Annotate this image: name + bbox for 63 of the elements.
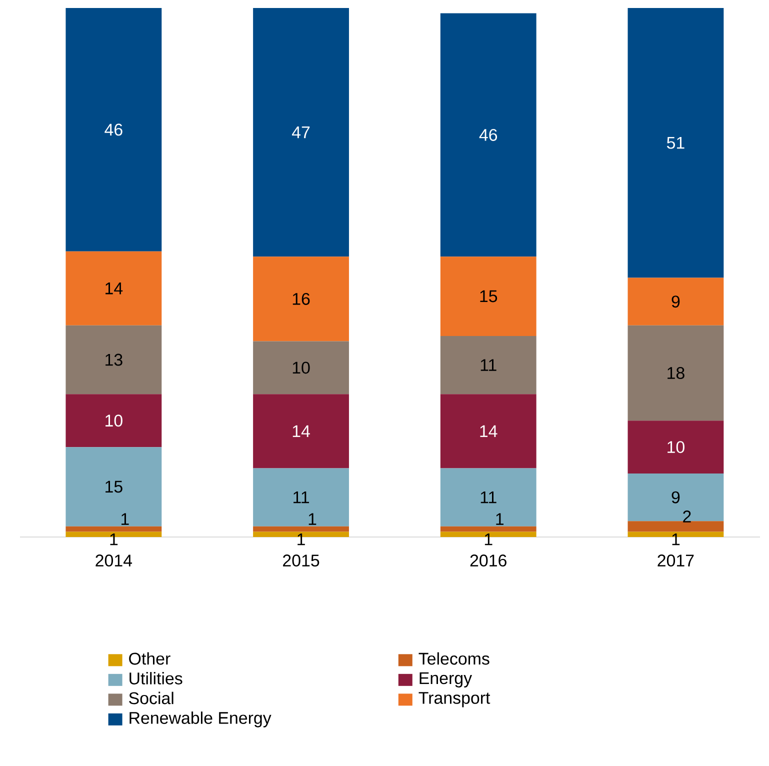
data-label: 1 bbox=[672, 534, 680, 546]
data-label: 1 bbox=[484, 534, 492, 546]
x-tick-label: 2016 bbox=[470, 554, 506, 567]
data-label: 46 bbox=[479, 128, 498, 141]
bar bbox=[628, 8, 724, 278]
bar bbox=[253, 341, 349, 394]
legend-label: Utilities bbox=[130, 672, 182, 684]
data-label: 13 bbox=[106, 354, 122, 366]
data-label: 11 bbox=[294, 491, 309, 504]
bar bbox=[440, 256, 536, 336]
data-label: 46 bbox=[104, 124, 122, 136]
data-label: 10 bbox=[668, 441, 684, 454]
data-label: 10 bbox=[292, 362, 310, 374]
bar bbox=[66, 526, 162, 532]
bar bbox=[253, 8, 349, 257]
bar bbox=[253, 394, 349, 468]
bar bbox=[66, 251, 162, 326]
bar bbox=[440, 336, 536, 394]
bar bbox=[66, 325, 162, 394]
x-tick-label: 2017 bbox=[658, 554, 694, 567]
bar bbox=[253, 526, 349, 532]
data-label: 11 bbox=[480, 359, 496, 371]
data-label: 14 bbox=[106, 282, 123, 294]
legend-label: Social bbox=[129, 692, 174, 704]
bar bbox=[66, 394, 162, 448]
bar bbox=[628, 278, 724, 326]
bar bbox=[628, 474, 724, 522]
bar bbox=[440, 468, 536, 526]
bar bbox=[253, 256, 349, 342]
data-label: 1 bbox=[122, 513, 129, 525]
data-label: 9 bbox=[672, 491, 680, 504]
x-tick-label: 2015 bbox=[283, 554, 320, 567]
data-label: 11 bbox=[480, 491, 496, 504]
data-label: 1 bbox=[298, 534, 305, 546]
bar bbox=[66, 8, 162, 252]
data-label: 14 bbox=[480, 425, 498, 438]
bar bbox=[440, 526, 536, 532]
bar bbox=[628, 420, 724, 474]
bar bbox=[628, 325, 724, 421]
legend-label: Telecoms bbox=[418, 652, 490, 665]
legend-label: Other bbox=[129, 652, 170, 665]
data-label: 1 bbox=[308, 513, 316, 525]
data-label: 1 bbox=[110, 534, 118, 546]
data-label: 16 bbox=[292, 292, 310, 305]
data-label: 47 bbox=[292, 126, 310, 138]
data-label: 1 bbox=[496, 513, 504, 525]
x-tick-label: 2014 bbox=[96, 554, 132, 567]
legend-label: Energy bbox=[420, 672, 472, 688]
legend-label: Renewable Energy bbox=[130, 712, 272, 728]
bar bbox=[253, 468, 349, 526]
data-label: 14 bbox=[292, 425, 310, 438]
data-label: 9 bbox=[672, 296, 680, 308]
data-label: 18 bbox=[668, 367, 684, 380]
bar bbox=[628, 521, 724, 532]
bar bbox=[440, 394, 536, 468]
data-label: 2 bbox=[683, 510, 691, 522]
legend-label: Transport bbox=[418, 692, 490, 708]
bar bbox=[440, 13, 536, 257]
bar bbox=[66, 447, 162, 526]
data-label: 51 bbox=[666, 136, 684, 149]
data-label: 15 bbox=[106, 480, 122, 493]
data-label: 15 bbox=[480, 290, 498, 302]
data-label: 10 bbox=[106, 414, 122, 427]
